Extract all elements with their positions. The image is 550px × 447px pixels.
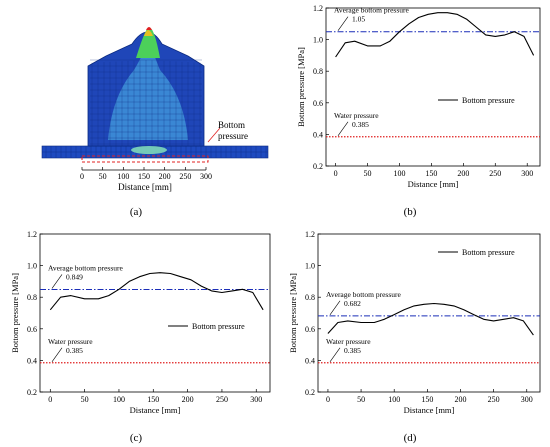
panel-a-tick-label: 250 [179, 172, 191, 181]
series-line-bottom-pressure [49, 272, 264, 311]
average-pressure-label: Average bottom pressure [334, 6, 410, 15]
x-tick-label: 100 [113, 395, 125, 404]
water-pressure-arrow [51, 347, 63, 362]
x-tick-label: 300 [250, 395, 262, 404]
x-tick-label: 150 [147, 395, 159, 404]
x-tick-label: 200 [457, 169, 469, 178]
x-tick-label: 100 [388, 395, 400, 404]
x-tick-label: 150 [421, 395, 433, 404]
annotation-leader [207, 127, 221, 143]
x-tick-label: 250 [488, 395, 500, 404]
caption-b: (b) [404, 206, 417, 218]
legend-label: Bottom pressure [462, 96, 515, 105]
x-tick-label: 0 [48, 395, 52, 404]
panel-a-tick-label: 100 [117, 172, 129, 181]
x-tick-label: 300 [521, 395, 533, 404]
panel-a-tick-label: 50 [99, 172, 107, 181]
x-tick-label: 250 [216, 395, 228, 404]
water-pressure-arrow [329, 347, 341, 362]
annotation-bottom: Bottom [218, 120, 245, 130]
model-peak-red [146, 27, 152, 30]
y-tick-label: 1.0 [27, 262, 37, 271]
y-tick-label: 0.2 [313, 162, 323, 171]
x-axis-label: Distance [mm] [404, 405, 455, 415]
average-pressure-arrow [51, 274, 63, 289]
plot-frame [39, 233, 271, 393]
y-axis-label: Bottom pressure [MPa] [288, 273, 298, 353]
model-peak-yellow [144, 30, 153, 36]
x-axis-label: Distance [mm] [130, 405, 181, 415]
panel-a-tick-label: 200 [159, 172, 171, 181]
average-pressure-value: 0.849 [66, 272, 83, 281]
caption-d: (d) [404, 432, 417, 444]
panel-a-xlabel: Distance [mm] [118, 182, 172, 192]
series-line-bottom-pressure [335, 12, 535, 58]
water-pressure-value: 0.385 [344, 346, 361, 355]
y-tick-label: 0.4 [305, 356, 315, 365]
y-tick-label: 0.6 [313, 99, 323, 108]
y-tick-label: 0.8 [305, 293, 315, 302]
average-pressure-arrow [329, 300, 341, 316]
x-tick-label: 200 [182, 395, 194, 404]
y-tick-label: 0.8 [27, 293, 37, 302]
panel-a-tick-label: 0 [80, 172, 84, 181]
x-tick-label: 100 [393, 169, 405, 178]
x-tick-label: 250 [489, 169, 501, 178]
chart-c: 0 50 100 150 200 250 300 0.2 0.4 0.6 0.8 1.0 1.2 Dist… [10, 230, 271, 415]
model-base-highlight [131, 146, 167, 154]
legend-label: Bottom pressure [192, 322, 245, 331]
panel-a: Bottom pressure 0 50 100 150 200 250 300 Dista… [41, 27, 269, 218]
model-peak-green [136, 27, 160, 58]
y-tick-label: 0.6 [27, 325, 37, 334]
y-tick-label: 0.6 [305, 325, 315, 334]
average-pressure-arrow [337, 16, 349, 31]
y-axis-label: Bottom pressure [MPa] [296, 47, 306, 127]
series-line-bottom-pressure [327, 302, 534, 336]
legend-label: Bottom pressure [462, 248, 515, 257]
average-pressure-label: Average bottom pressure [326, 290, 402, 299]
y-tick-label: 1.2 [313, 4, 323, 13]
y-tick-label: 1.0 [305, 262, 315, 271]
panel-a-tick-label: 150 [138, 172, 150, 181]
model-mesh [42, 59, 268, 158]
x-tick-label: 0 [326, 395, 330, 404]
bottom-region-marker [81, 155, 209, 163]
x-tick-label: 50 [364, 169, 372, 178]
average-pressure-value: 1.05 [352, 15, 365, 24]
panel-a-axis: 0 50 100 150 200 250 300 [80, 167, 212, 181]
plot-frame [317, 233, 541, 393]
water-pressure-label: Water pressure [334, 111, 379, 120]
caption-c: (c) [130, 432, 143, 444]
y-tick-label: 0.4 [313, 130, 323, 139]
water-pressure-arrow [337, 121, 349, 136]
panel-a-tick-label: 300 [200, 172, 212, 181]
y-tick-label: 0.4 [27, 356, 37, 365]
chart-b: 0 50 100 150 200 250 300 0.2 0.4 0.6 0.8 1.0 1.2 Dist… [296, 4, 541, 189]
y-axis-label: Bottom pressure [MPa] [10, 273, 20, 353]
plot-frame [325, 7, 541, 167]
y-tick-label: 0.2 [305, 388, 315, 397]
x-tick-label: 300 [521, 169, 533, 178]
x-tick-label: 200 [454, 395, 466, 404]
y-tick-label: 1.2 [305, 230, 315, 239]
chart-d: 0 50 100 150 200 250 300 0.2 0.4 0.6 0.8 1.0 1.2 Dist… [288, 230, 541, 415]
x-tick-label: 50 [81, 395, 89, 404]
x-axis-label: Distance [mm] [408, 179, 459, 189]
average-pressure-value: 0.682 [344, 299, 361, 308]
y-tick-label: 0.2 [27, 388, 37, 397]
y-tick-label: 1.0 [313, 36, 323, 45]
x-tick-label: 150 [425, 169, 437, 178]
y-tick-label: 0.8 [313, 67, 323, 76]
caption-a: (a) [130, 206, 143, 218]
annotation-pressure: pressure [218, 131, 248, 141]
water-pressure-label: Water pressure [326, 337, 371, 346]
water-pressure-value: 0.385 [66, 346, 83, 355]
water-pressure-value: 0.385 [352, 120, 369, 129]
average-pressure-label: Average bottom pressure [48, 263, 124, 272]
x-tick-label: 50 [357, 395, 365, 404]
x-tick-label: 0 [334, 169, 338, 178]
water-pressure-label: Water pressure [48, 337, 93, 346]
y-tick-label: 1.2 [27, 230, 37, 239]
